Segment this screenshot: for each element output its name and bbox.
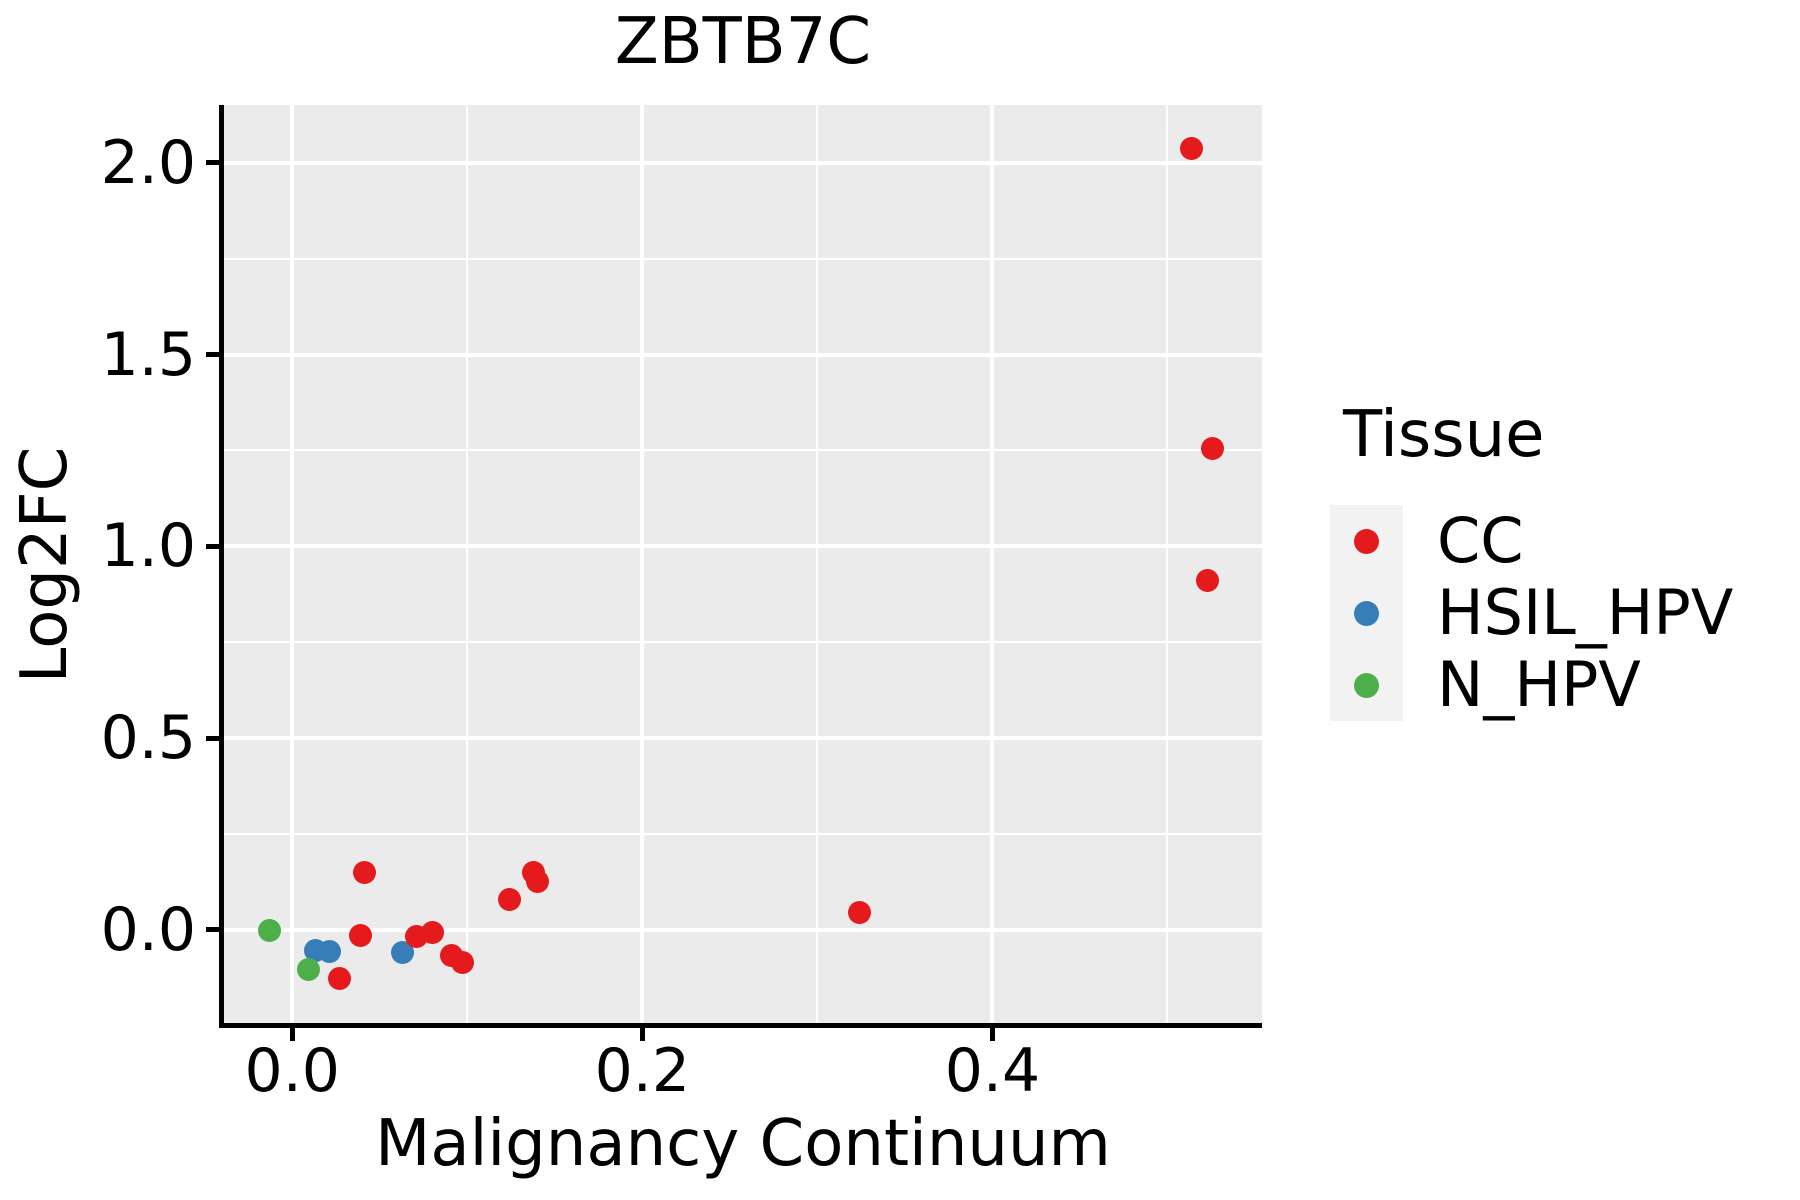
y-axis-line [219, 105, 224, 1028]
y-major-gridline [224, 160, 1262, 165]
legend-key [1330, 577, 1403, 649]
y-minor-gridline [224, 832, 1262, 835]
x-tick-label: 0.4 [944, 1036, 1041, 1106]
legend-item-label: HSIL_HPV [1437, 576, 1734, 649]
y-tick-mark [206, 735, 219, 741]
y-tick-label: 1.5 [100, 319, 196, 390]
legend-item-HSIL_HPV: HSIL_HPV [1330, 577, 1733, 649]
x-minor-gridline [816, 105, 819, 1023]
plot-title: ZBTB7C [614, 5, 872, 79]
legend-dot-icon [1354, 528, 1379, 554]
legend-item-N_HPV: N_HPV [1330, 649, 1733, 721]
legend-items: CC HSIL_HPV N_HPV [1330, 505, 1733, 721]
point-HSIL_HPV [317, 940, 341, 964]
plot-panel [224, 105, 1262, 1023]
x-tick-mark [989, 1028, 995, 1041]
x-tick-label: 0.2 [594, 1036, 691, 1106]
legend: Tissue CC HSIL_HPV N_HPV [1330, 402, 1733, 721]
x-axis-label: Malignancy Continuum [375, 1107, 1111, 1181]
legend-key [1330, 505, 1403, 577]
point-N_HPV [296, 958, 320, 982]
x-major-gridline [990, 105, 995, 1023]
y-major-gridline [224, 544, 1262, 549]
point-N_HPV [258, 919, 281, 943]
y-major-gridline [224, 736, 1262, 741]
legend-item-label: N_HPV [1437, 648, 1641, 721]
point-CC [328, 967, 352, 991]
point-HSIL_HPV [391, 940, 415, 964]
y-tick-label: 2.0 [100, 127, 196, 198]
y-tick-mark [206, 927, 219, 933]
point-CC [349, 924, 373, 948]
point-CC [420, 921, 444, 945]
x-tick-mark [289, 1028, 295, 1041]
y-minor-gridline [224, 257, 1262, 260]
point-CC [1180, 137, 1204, 161]
point-CC [847, 901, 871, 925]
legend-item-CC: CC [1330, 505, 1733, 577]
x-tick-label: 0.0 [244, 1036, 340, 1106]
point-CC [1201, 437, 1225, 461]
y-tick-mark [206, 543, 219, 549]
point-CC [352, 860, 376, 884]
y-tick-label: 0.0 [100, 894, 196, 965]
y-major-gridline [224, 352, 1262, 357]
legend-title: Tissue [1343, 398, 1545, 472]
point-CC [1196, 568, 1220, 592]
y-major-gridline [224, 927, 1262, 932]
x-minor-gridline [1166, 105, 1169, 1023]
y-axis-label: Log2FC [8, 446, 82, 684]
legend-dot-icon [1354, 600, 1379, 626]
y-tick-mark [206, 160, 219, 166]
point-CC [497, 888, 521, 912]
point-CC [450, 951, 474, 975]
y-minor-gridline [224, 449, 1262, 452]
x-axis-line [219, 1023, 1262, 1028]
x-major-gridline [640, 105, 645, 1023]
legend-item-label: CC [1437, 504, 1524, 577]
x-tick-mark [639, 1028, 645, 1041]
y-minor-gridline [224, 641, 1262, 644]
y-tick-mark [206, 352, 219, 358]
y-tick-label: 1.0 [100, 511, 196, 582]
y-tick-label: 0.5 [100, 703, 196, 774]
point-CC [525, 870, 549, 894]
x-minor-gridline [466, 105, 469, 1023]
x-major-gridline [290, 105, 295, 1023]
legend-dot-icon [1354, 672, 1379, 698]
legend-key [1330, 649, 1403, 721]
